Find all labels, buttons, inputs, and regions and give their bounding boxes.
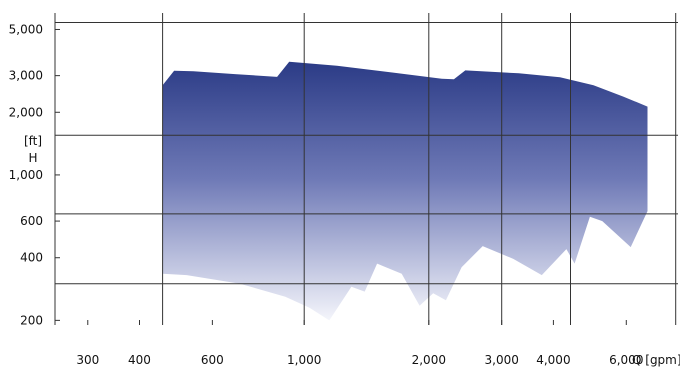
y-tick-label: 400: [20, 251, 43, 265]
y-tick-label: 2,000: [9, 105, 43, 119]
y-axis-symbol-label: H: [28, 151, 37, 165]
x-tick-label: 1,000: [287, 353, 321, 367]
x-tick-label: 300: [76, 353, 99, 367]
y-tick-label: 600: [20, 214, 43, 228]
grid-lines: [54, 13, 678, 325]
y-tick-label: 200: [20, 313, 43, 327]
x-tick-label: 400: [128, 353, 151, 367]
y-axis-ticks: 200 400 600 1,000 2,000 3,000 5,000: [9, 22, 60, 327]
x-tick-label: 600: [201, 353, 224, 367]
x-tick-label: 4,000: [536, 353, 570, 367]
y-tick-label: 1,000: [9, 168, 43, 182]
x-tick-label: 6,000: [609, 353, 643, 367]
x-tick-label: 3,000: [485, 353, 519, 367]
x-tick-label: 2,000: [412, 353, 446, 367]
y-tick-label: 3,000: [9, 69, 43, 83]
x-axis-ticks: 300 400 600 1,000 2,000 3,000 4,000 6,000: [76, 320, 643, 367]
operating-range-area: [162, 61, 648, 321]
x-axis-label: Q [gpm]: [632, 353, 680, 367]
y-tick-label: 5,000: [9, 22, 43, 36]
y-axis-unit-label: [ft]: [24, 134, 42, 148]
